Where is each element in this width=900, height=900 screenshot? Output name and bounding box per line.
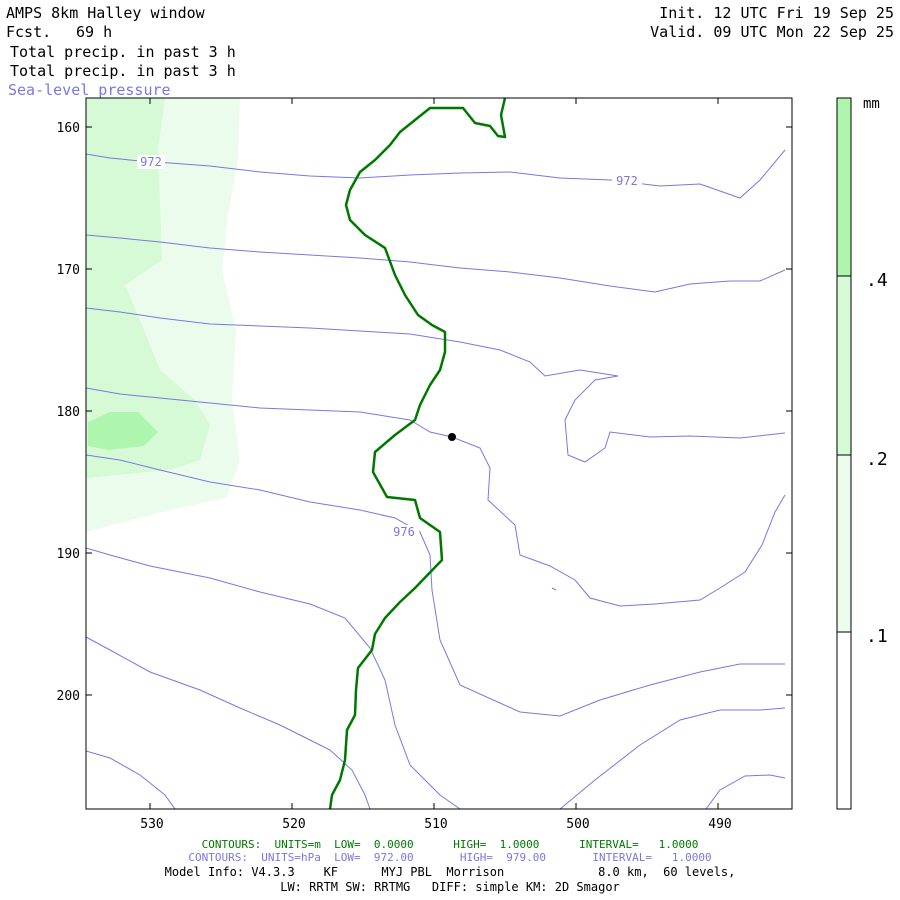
- colorbar-unit: mm: [863, 96, 880, 112]
- precip-area-mid: [86, 98, 210, 478]
- contour-info-pressure: CONTOURS: UNITS=hPa LOW= 972.00 HIGH= 97…: [188, 851, 712, 864]
- contour-label-backgrounds: [137, 155, 642, 539]
- colorbar: mm .4 .2 .1: [836, 96, 888, 810]
- pressure-contour: [705, 774, 786, 809]
- pressure-contour: [86, 234, 786, 293]
- map-title: AMPS 8km Halley window: [6, 4, 205, 22]
- x-axis-labels: 530 520 510 500 490: [140, 817, 731, 832]
- precip-area-dark: [88, 412, 158, 450]
- pressure-contour: [559, 707, 786, 809]
- pressure-contour: [86, 387, 786, 607]
- precip-shading: [86, 98, 240, 532]
- colorbar-swatch: [837, 276, 851, 455]
- contour-info-coast: CONTOURS: UNITS=m LOW= 0.0000 HIGH= 1.00…: [201, 838, 699, 851]
- y-tick-label-180: 180: [57, 405, 80, 420]
- coastline: [328, 98, 507, 809]
- x-tick-label-490: 490: [708, 817, 731, 832]
- field-label-3: Sea-level pressure: [8, 81, 171, 99]
- x-tick-label-530: 530: [140, 817, 163, 832]
- model-info: Model Info: V4.3.3 KF MYJ PBL Morrison 8…: [164, 865, 736, 879]
- colorbar-swatch: [837, 632, 851, 809]
- halley-station-marker: [448, 433, 456, 441]
- pressure-contour: [551, 587, 557, 591]
- pressure-contour: [86, 307, 786, 463]
- pressure-contour: [86, 547, 461, 809]
- x-tick-label-510: 510: [424, 817, 447, 832]
- colorbar-level-label: .2: [866, 449, 888, 470]
- colorbar-swatch: [837, 98, 851, 276]
- contour-label: 972: [616, 174, 638, 188]
- valid-time: Valid. 09 UTC Mon 22 Sep 25: [650, 23, 894, 41]
- contour-label: 976: [393, 525, 415, 539]
- y-tick-label-200: 200: [57, 689, 80, 704]
- init-time: Init. 12 UTC Fri 19 Sep 25: [659, 4, 894, 22]
- forecast-label: Fcst.: [6, 23, 52, 41]
- plot-frame: [85, 97, 793, 810]
- pressure-contour: [86, 636, 371, 809]
- model-physics: LW: RRTM SW: RRTMG DIFF: simple KM: 2D S…: [280, 880, 620, 894]
- x-tick-label-500: 500: [566, 817, 589, 832]
- y-tick-label-170: 170: [57, 263, 80, 278]
- forecast-hour: 69 h: [76, 23, 113, 41]
- y-tick-label-190: 190: [57, 547, 80, 562]
- contour-label: 972: [140, 155, 162, 169]
- colorbar-swatch: [837, 455, 851, 632]
- colorbar-level-label: .4: [866, 270, 888, 291]
- field-label-1: Total precip. in past 3 h: [10, 43, 236, 61]
- y-tick-label-160: 160: [57, 121, 80, 136]
- pressure-contour: [86, 750, 176, 809]
- colorbar-frame: [836, 97, 852, 810]
- axis-ticks: [86, 98, 792, 809]
- y-axis-labels: 160 170 180 190 200: [57, 121, 80, 704]
- x-tick-label-520: 520: [282, 817, 305, 832]
- field-label-2: Total precip. in past 3 h: [10, 62, 236, 80]
- colorbar-level-label: .1: [866, 626, 888, 647]
- contour-labels: 972 972 976: [140, 155, 638, 539]
